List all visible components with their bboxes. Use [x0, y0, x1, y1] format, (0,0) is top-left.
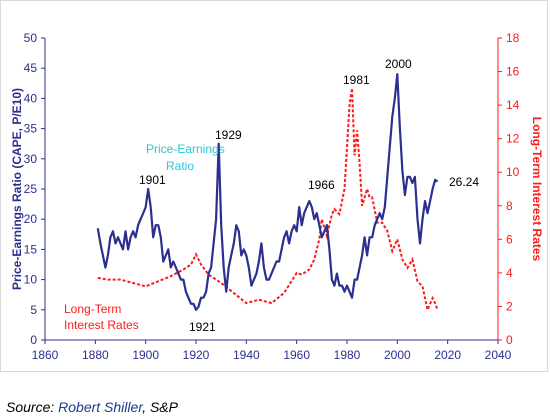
left-tick-label: 35: [24, 122, 38, 136]
right-tick-label: 16: [506, 65, 520, 79]
rate-series-label-line1: Long-Term: [64, 302, 121, 316]
x-tick-label: 2040: [485, 348, 512, 362]
cape-vs-rates-chart: 0 5 10 15 20 25 30 35 40 45 50 0 2 4 6 8 10 12 14 16 18 186…: [10, 31, 544, 362]
cape-series-label-line1: Price-Earnings: [146, 142, 225, 156]
source-name: Robert Shiller: [58, 399, 143, 415]
source-suffix: , S&P: [142, 399, 178, 415]
right-tick-label: 14: [506, 98, 520, 112]
x-tick-label: 1940: [233, 348, 260, 362]
left-tick-label: 40: [24, 91, 38, 105]
left-tick-label: 25: [24, 182, 38, 196]
right-tick-label: 12: [506, 132, 520, 146]
right-tick-label: 8: [506, 199, 513, 213]
right-axis-ticks: 0 2 4 6 8 10 12 14 16 18: [498, 31, 520, 347]
left-tick-label: 5: [30, 303, 37, 317]
x-tick-label: 1860: [32, 348, 59, 362]
x-tick-label: 1920: [183, 348, 210, 362]
source-prefix: Source:: [6, 399, 59, 415]
x-tick-label: 1960: [283, 348, 310, 362]
rate-series-label-line2: Interest Rates: [64, 318, 139, 332]
left-tick-label: 20: [24, 212, 38, 226]
right-tick-label: 0: [506, 333, 513, 347]
x-tick-label: 1880: [82, 348, 109, 362]
annotation-1901: 1901: [139, 173, 166, 187]
x-tick-label: 1980: [334, 348, 361, 362]
x-axis-ticks: 1860 1880 1900 1920 1940 1960 1980 2000 2020 2040: [32, 340, 512, 362]
left-tick-label: 50: [24, 31, 38, 45]
right-tick-label: 6: [506, 232, 513, 246]
left-axis-ticks: 0 5 10 15 20 25 30 35 40 45 50: [24, 31, 45, 347]
annotation-2000: 2000: [385, 57, 412, 71]
left-tick-label: 30: [24, 152, 38, 166]
left-axis-title: Price-Earnings Ratio (CAPE, P/E10): [10, 88, 24, 290]
left-tick-label: 45: [24, 61, 38, 75]
left-tick-label: 15: [24, 242, 38, 256]
right-tick-label: 4: [506, 266, 513, 280]
right-tick-label: 2: [506, 299, 513, 313]
source-caption: Source: Robert Shiller, S&P: [6, 399, 178, 415]
cape-series-label-line2: Ratio: [166, 159, 194, 173]
annotation-1929: 1929: [215, 128, 242, 142]
right-tick-label: 10: [506, 165, 520, 179]
annotation-1981: 1981: [343, 73, 370, 87]
x-tick-label: 2020: [434, 348, 461, 362]
chart-frame: [0, 0, 548, 372]
annotation-1921: 1921: [189, 320, 216, 334]
cape-line: [96, 73, 439, 311]
left-tick-label: 10: [24, 273, 38, 287]
right-tick-label: 18: [506, 31, 520, 45]
annotation-latest-value: 26.24: [449, 175, 479, 189]
right-axis-title: Long-Term Interest Rates: [530, 117, 544, 262]
x-tick-label: 1900: [132, 348, 159, 362]
left-tick-label: 0: [30, 333, 37, 347]
x-tick-label: 2000: [384, 348, 411, 362]
annotation-1966: 1966: [308, 178, 335, 192]
